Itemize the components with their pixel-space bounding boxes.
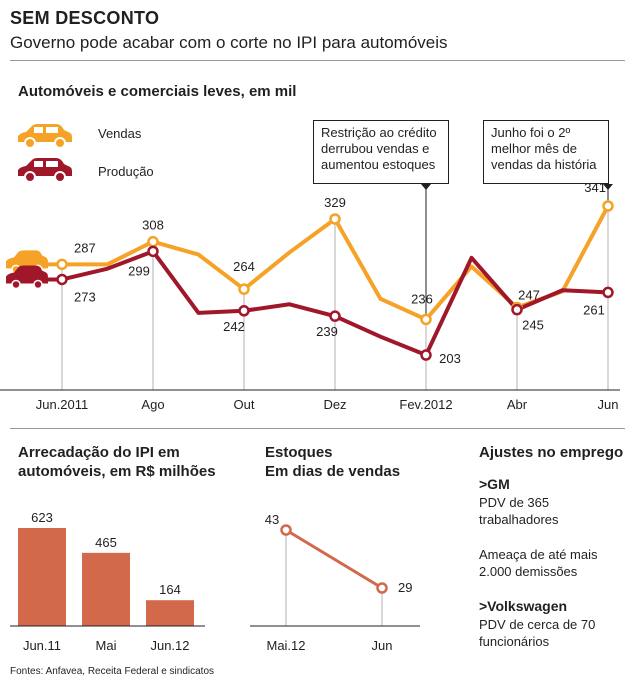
annotation-line: Junho foi o 2º bbox=[491, 125, 571, 140]
annotation-line: Restrição ao crédito bbox=[321, 125, 437, 140]
annotation-arrow bbox=[421, 184, 431, 190]
data-label: 273 bbox=[74, 289, 96, 304]
annotation-line: vendas da história bbox=[491, 157, 597, 172]
x-tick-label: Mai bbox=[96, 638, 117, 653]
data-point bbox=[56, 273, 68, 286]
bar-value-label: 465 bbox=[95, 535, 117, 550]
data-point bbox=[329, 310, 341, 322]
title-line: Arrecadação do IPI em bbox=[18, 444, 180, 461]
data-point bbox=[420, 349, 432, 361]
car-body bbox=[6, 250, 48, 269]
x-tick-label: Jun bbox=[372, 638, 393, 653]
data-label: 261 bbox=[583, 302, 605, 317]
gm-pdv: PDV de 365 trabalhadores bbox=[479, 494, 559, 528]
headline: Governo pode acabar com o corte no IPI p… bbox=[10, 33, 448, 52]
x-tick-label: Jun bbox=[598, 397, 619, 412]
divider bbox=[10, 60, 625, 61]
bar-value-label: 623 bbox=[31, 510, 53, 525]
car-wheel bbox=[33, 279, 43, 290]
title-line: Estoques bbox=[265, 444, 333, 461]
emprego-title: Ajustes no emprego bbox=[479, 444, 624, 461]
data-label: 239 bbox=[316, 324, 338, 339]
estoques-line-chart: Mai.12 Jun 43 29 bbox=[250, 512, 420, 653]
legend-vendas: Vendas bbox=[98, 126, 142, 141]
x-tick-label: Jun.12 bbox=[150, 638, 189, 653]
vw-pdv: PDV de cerca de 70 funcionários bbox=[479, 616, 595, 650]
data-point bbox=[602, 286, 614, 299]
x-tick-label: Jun.11 bbox=[23, 638, 61, 653]
legend-producao: Produção bbox=[98, 164, 154, 179]
data-label: 203 bbox=[439, 351, 461, 366]
data-label: 43 bbox=[265, 512, 279, 527]
data-point bbox=[238, 283, 250, 295]
legend-icons bbox=[18, 124, 72, 183]
divider bbox=[10, 428, 625, 429]
x-tick-label: Fev.2012 bbox=[399, 397, 452, 412]
estoques-chart-title: Estoques Em dias de vendas bbox=[265, 443, 400, 481]
data-point bbox=[602, 200, 614, 212]
annotation-restricao: Restrição ao crédito derrubou vendas e a… bbox=[313, 120, 449, 184]
car-wheel bbox=[11, 279, 21, 290]
ipi-bar-chart: 623 Jun.11 465 Mai 164 Jun.12 bbox=[10, 510, 205, 653]
annotation-line: melhor mês de bbox=[491, 141, 577, 156]
data-point bbox=[238, 305, 250, 317]
annotation-junho: Junho foi o 2º melhor mês de vendas da h… bbox=[483, 120, 609, 184]
x-tick-label: Ago bbox=[141, 397, 164, 412]
data-point bbox=[420, 313, 432, 326]
x-tick-label: Out bbox=[234, 397, 255, 412]
text-line: PDV de 365 bbox=[479, 495, 550, 510]
text-line: funcionários bbox=[479, 634, 550, 649]
bar bbox=[146, 600, 194, 626]
x-tick-label: Abr bbox=[507, 397, 528, 412]
car-icon-vendas bbox=[18, 124, 72, 149]
x-tick-label: Dez bbox=[323, 397, 346, 412]
data-label: 245 bbox=[522, 318, 544, 333]
bar bbox=[82, 552, 130, 626]
main-chart-title: Automóveis e comerciais leves, em mil bbox=[18, 83, 297, 100]
car-icon-producao-line bbox=[6, 265, 48, 290]
data-label: 299 bbox=[128, 263, 150, 278]
data-label: 329 bbox=[324, 195, 346, 210]
gm-ameaca: Ameaça de até mais 2.000 demissões bbox=[479, 546, 598, 580]
ipi-chart-title: Arrecadação do IPI em automóveis, em R$ … bbox=[18, 443, 216, 481]
text-line: 2.000 demissões bbox=[479, 564, 578, 579]
data-point bbox=[376, 582, 388, 594]
text-line: trabalhadores bbox=[479, 512, 559, 527]
annotation-line: aumentou estoques bbox=[321, 157, 436, 172]
main-line-chart: Jun.2011 Ago Out Dez Fev.2012 Abr Jun 287 308 264… bbox=[0, 180, 620, 412]
x-tick-label: Mai.12 bbox=[266, 638, 305, 653]
text-line: PDV de cerca de 70 bbox=[479, 617, 596, 632]
vw-title: >Volkswagen bbox=[479, 598, 568, 614]
annotation-arrow bbox=[603, 184, 613, 190]
data-label: 242 bbox=[223, 319, 245, 334]
annotation-line: derrubou vendas e bbox=[321, 141, 430, 156]
data-label: 236 bbox=[411, 291, 433, 306]
bar-value-label: 164 bbox=[159, 582, 181, 597]
data-point bbox=[56, 258, 68, 271]
text-line: Ameaça de até mais bbox=[479, 547, 598, 562]
data-label: 287 bbox=[74, 240, 96, 255]
car-icon-producao bbox=[18, 158, 72, 183]
gm-title: >GM bbox=[479, 476, 510, 492]
data-point bbox=[147, 245, 159, 258]
title-line: automóveis, em R$ milhões bbox=[18, 463, 216, 480]
data-label: 247 bbox=[518, 288, 540, 303]
bar bbox=[18, 528, 66, 626]
data-point bbox=[280, 524, 292, 536]
kicker: SEM DESCONTO bbox=[10, 8, 160, 28]
car-body bbox=[6, 265, 48, 284]
series-line bbox=[285, 528, 383, 590]
data-label: 264 bbox=[233, 259, 255, 274]
data-point bbox=[147, 235, 159, 248]
x-tick-label: Jun.2011 bbox=[36, 397, 89, 412]
data-point bbox=[329, 213, 341, 225]
title-line: Em dias de vendas bbox=[265, 463, 401, 480]
data-label: 308 bbox=[142, 218, 164, 233]
data-point bbox=[511, 303, 523, 316]
source-note: Fontes: Anfavea, Receita Federal e sindi… bbox=[10, 666, 215, 677]
data-label: 29 bbox=[398, 580, 412, 595]
